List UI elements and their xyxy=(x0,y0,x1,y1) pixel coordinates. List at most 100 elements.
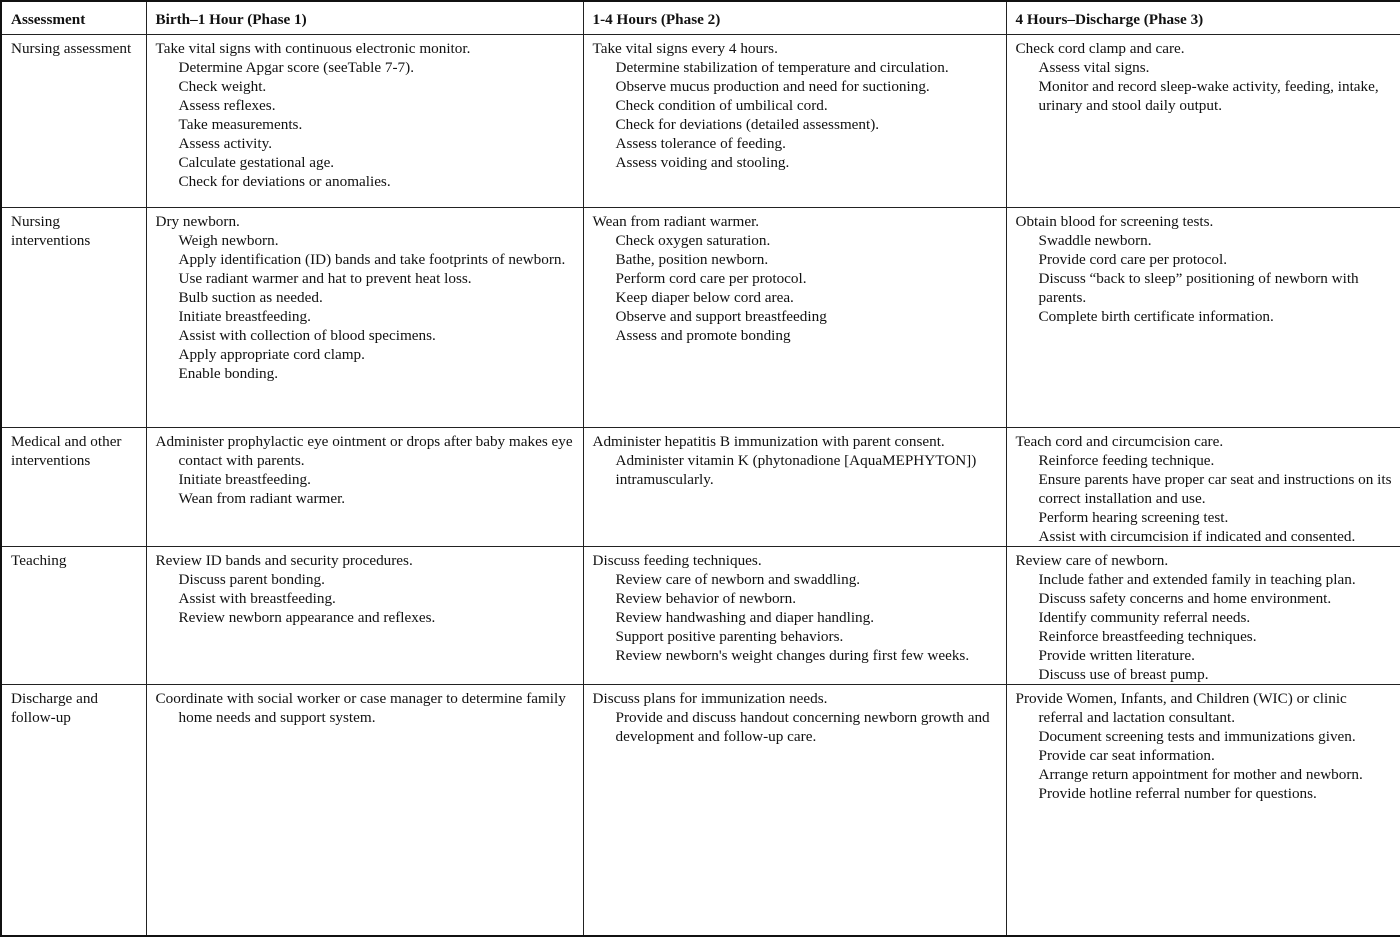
cell-sub-item: Include father and extended family in te… xyxy=(1038,571,1356,588)
table-cell: Discuss feeding techniques. Review care o… xyxy=(582,546,1007,685)
cell-sub-item: Calculate gestational age. xyxy=(178,154,335,171)
row-label: Medical and other interventions xyxy=(0,427,147,547)
cell-sub-item: Assist with circumcision if indicated an… xyxy=(1038,528,1356,545)
cell-sub-item: Provide car seat information. xyxy=(1038,747,1215,764)
cell-main-item: Administer hepatitis B immunization with… xyxy=(592,433,945,450)
header-phase-3: 4 Hours–Discharge (Phase 3) xyxy=(1005,0,1400,35)
header-phase-1: Birth–1 Hour (Phase 1) xyxy=(145,0,584,35)
row-label: Nursing assessment xyxy=(0,34,147,208)
cell-sub-item: Use radiant warmer and hat to prevent he… xyxy=(178,270,472,287)
cell-sub-item: Assess activity. xyxy=(178,135,273,152)
cell-sub-item: Check for deviations (detailed assessmen… xyxy=(615,116,880,133)
cell-sub-item: Arrange return appointment for mother an… xyxy=(1038,766,1363,783)
cell-sub-item: Review behavior of newborn. xyxy=(615,590,797,607)
cell-sub-item: Perform cord care per protocol. xyxy=(615,270,807,287)
cell-sub-item: Apply appropriate cord clamp. xyxy=(178,346,365,363)
cell-sub-item: Provide cord care per protocol. xyxy=(1038,251,1228,268)
cell-sub-item: Check condition of umbilical cord. xyxy=(615,97,828,114)
table-cell: Discuss plans for immunization needs. Pro… xyxy=(582,684,1007,936)
cell-sub-item: Review care of newborn and swaddling. xyxy=(615,571,861,588)
cell-main-item: Obtain blood for screening tests. xyxy=(1015,213,1214,230)
cell-sub-item: Document screening tests and immunizatio… xyxy=(1038,728,1356,745)
cell-sub-item: Observe and support breastfeeding xyxy=(615,308,827,325)
table-cell: Review ID bands and security procedures.… xyxy=(145,546,584,685)
cell-sub-item: Determine Apgar score (seeTable 7-7). xyxy=(178,59,415,76)
header-phase-2: 1-4 Hours (Phase 2) xyxy=(582,0,1007,35)
cell-sub-item: Assist with breastfeeding. xyxy=(178,590,336,607)
cell-sub-item: Discuss parent bonding. xyxy=(178,571,325,588)
row-label: Teaching xyxy=(0,546,147,685)
cell-main-item: Coordinate with social worker or case ma… xyxy=(155,690,566,726)
cell-sub-item: Discuss safety concerns and home environ… xyxy=(1038,590,1332,607)
cell-sub-item: Provide written literature. xyxy=(1038,647,1195,664)
table-row: Discharge and follow-up Coordinate with s… xyxy=(0,684,1400,936)
cell-sub-item: Complete birth certificate information. xyxy=(1038,308,1274,325)
cell-sub-item: Provide and discuss handout concerning n… xyxy=(615,709,990,745)
table-cell: Take vital signs every 4 hours. Determine… xyxy=(582,34,1007,208)
cell-main-item: Discuss feeding techniques. xyxy=(592,552,762,569)
table-cell: Teach cord and circumcision care. Reinfor… xyxy=(1005,427,1400,547)
cell-sub-item: Check for deviations or anomalies. xyxy=(178,173,391,190)
cell-sub-item: Assess voiding and stooling. xyxy=(615,154,790,171)
cell-sub-item: Discuss use of breast pump. xyxy=(1038,666,1209,683)
cell-main-item: Take vital signs every 4 hours. xyxy=(592,40,778,57)
cell-sub-item: Take measurements. xyxy=(178,116,303,133)
table-row: Nursing assessment Take vital signs with … xyxy=(0,34,1400,208)
cell-sub-item: Bulb suction as needed. xyxy=(178,289,323,306)
header-row: Assessment Birth–1 Hour (Phase 1) 1-4 Ho… xyxy=(0,0,1400,35)
table-cell: Check cord clamp and care. Assess vital s… xyxy=(1005,34,1400,208)
table-cell: Wean from radiant warmer. Check oxygen sa… xyxy=(582,207,1007,428)
table-cell: Coordinate with social worker or case ma… xyxy=(145,684,584,936)
cell-main-item: Review ID bands and security procedures. xyxy=(155,552,413,569)
cell-sub-item: Check oxygen saturation. xyxy=(615,232,771,249)
cell-sub-item: Initiate breastfeeding. xyxy=(178,471,311,488)
table-row: Nursing interventions Dry newborn. Weigh n… xyxy=(0,207,1400,428)
cell-main-item: Administer prophylactic eye ointment or … xyxy=(155,433,573,469)
cell-sub-item: Discuss “back to sleep” positioning of n… xyxy=(1038,270,1359,306)
header-assessment: Assessment xyxy=(0,0,147,35)
cell-sub-item: Ensure parents have proper car seat and … xyxy=(1038,471,1392,507)
cell-main-item: Take vital signs with continuous electro… xyxy=(155,40,471,57)
cell-sub-item: Review newborn appearance and reflexes. xyxy=(178,609,436,626)
cell-sub-item: Enable bonding. xyxy=(178,365,279,382)
cell-main-item: Teach cord and circumcision care. xyxy=(1015,433,1224,450)
cell-sub-item: Reinforce breastfeeding techniques. xyxy=(1038,628,1257,645)
table-row: Teaching Review ID bands and security pro… xyxy=(0,546,1400,685)
cell-main-item: Check cord clamp and care. xyxy=(1015,40,1185,57)
cell-sub-item: Check weight. xyxy=(178,78,267,95)
cell-sub-item: Initiate breastfeeding. xyxy=(178,308,311,325)
table-cell: Dry newborn. Weigh newborn. Apply identifi… xyxy=(145,207,584,428)
cell-sub-item: Review handwashing and diaper handling. xyxy=(615,609,875,626)
cell-sub-item: Assess and promote bonding xyxy=(615,327,791,344)
cell-sub-item: Observe mucus production and need for su… xyxy=(615,78,930,95)
cell-sub-item: Swaddle newborn. xyxy=(1038,232,1152,249)
table-cell: Review care of newborn. Include father an… xyxy=(1005,546,1400,685)
cell-sub-item: Bathe, position newborn. xyxy=(615,251,769,268)
cell-main-item: Discuss plans for immunization needs. xyxy=(592,690,828,707)
cell-sub-item: Reinforce feeding technique. xyxy=(1038,452,1215,469)
table-row: Medical and other interventions Administe… xyxy=(0,427,1400,547)
cell-sub-item: Assist with collection of blood specimen… xyxy=(178,327,436,344)
table-cell: Administer hepatitis B immunization with… xyxy=(582,427,1007,547)
cell-sub-item: Review newborn's weight changes during f… xyxy=(615,647,970,664)
cell-sub-item: Support positive parenting behaviors. xyxy=(615,628,844,645)
table-cell: Provide Women, Infants, and Children (WI… xyxy=(1005,684,1400,936)
cell-sub-item: Assess reflexes. xyxy=(178,97,276,114)
cell-sub-item: Wean from radiant warmer. xyxy=(178,490,346,507)
row-label: Discharge and follow-up xyxy=(0,684,147,936)
table-cell: Administer prophylactic eye ointment or … xyxy=(145,427,584,547)
cell-sub-item: Monitor and record sleep-wake activity, … xyxy=(1038,78,1379,114)
cell-sub-item: Provide hotline referral number for ques… xyxy=(1038,785,1317,802)
cell-main-item: Provide Women, Infants, and Children (WI… xyxy=(1015,690,1347,726)
row-label: Nursing interventions xyxy=(0,207,147,428)
cell-sub-item: Assess vital signs. xyxy=(1038,59,1150,76)
cell-main-item: Review care of newborn. xyxy=(1015,552,1169,569)
table-cell: Obtain blood for screening tests. Swaddle… xyxy=(1005,207,1400,428)
table-cell: Take vital signs with continuous electro… xyxy=(145,34,584,208)
cell-sub-item: Apply identification (ID) bands and take… xyxy=(178,251,566,268)
cell-sub-item: Determine stabilization of temperature a… xyxy=(615,59,949,76)
cell-sub-item: Identify community referral needs. xyxy=(1038,609,1251,626)
cell-sub-item: Assess tolerance of feeding. xyxy=(615,135,786,152)
cell-main-item: Dry newborn. xyxy=(155,213,240,230)
